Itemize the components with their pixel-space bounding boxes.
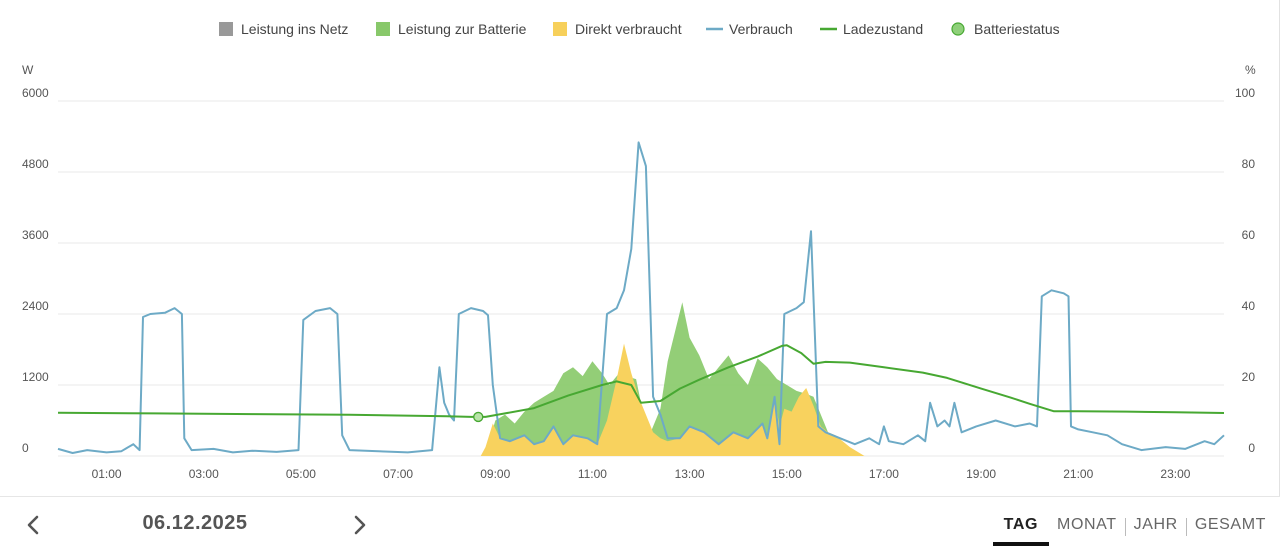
y-left-unit: W xyxy=(22,63,34,77)
x-tick: 17:00 xyxy=(869,467,899,481)
x-tick: 19:00 xyxy=(966,467,996,481)
tab-gesamt[interactable]: GESAMT xyxy=(1194,516,1266,533)
x-tick: 09:00 xyxy=(480,467,510,481)
series-area-direkt-verbraucht xyxy=(480,343,865,456)
legend-swatch-1 xyxy=(376,22,390,36)
y-left-tick: 1200 xyxy=(22,370,49,384)
y-left-tick: 2400 xyxy=(22,299,49,313)
y-right-tick: 20 xyxy=(1242,370,1256,384)
energy-chart: Leistung ins Netz Leistung zur Batterie Di… xyxy=(22,0,1280,496)
legend-label-0: Leistung ins Netz xyxy=(241,21,348,37)
tab-monat[interactable]: MONAT xyxy=(1057,516,1117,533)
y-left-tick: 4800 xyxy=(22,157,49,171)
x-tick: 15:00 xyxy=(772,467,802,481)
y-left-tick: 0 xyxy=(22,441,29,455)
x-tick: 11:00 xyxy=(578,467,607,481)
legend-label-5: Batteriestatus xyxy=(974,21,1060,37)
period-tabs: TAG MONAT JAHR GESAMT xyxy=(992,513,1274,546)
battery-status-point xyxy=(473,411,484,423)
chart-svg: Leistung ins Netz Leistung zur Batterie Di… xyxy=(22,21,1256,481)
tab-divider xyxy=(1185,517,1187,536)
y-right-tick: 0 xyxy=(1248,441,1255,455)
legend-swatch-2 xyxy=(553,22,567,36)
legend-swatch-0 xyxy=(219,22,233,36)
y-left-tick: 6000 xyxy=(22,86,49,100)
legend-label-2: Direkt verbraucht xyxy=(575,21,682,37)
x-tick: 13:00 xyxy=(675,467,705,481)
y-right-tick: 80 xyxy=(1242,157,1256,171)
x-tick: 05:00 xyxy=(286,467,316,481)
legend-label-3: Verbrauch xyxy=(729,21,793,37)
legend-circle-5 xyxy=(951,22,965,36)
tab-divider xyxy=(1124,517,1126,536)
chevron-right-icon[interactable] xyxy=(345,511,373,539)
series-line-verbrauch xyxy=(57,141,1225,454)
y-right-tick: 60 xyxy=(1242,228,1256,242)
y-right-unit: % xyxy=(1245,63,1256,77)
y-right-tick: 100 xyxy=(1235,86,1255,100)
x-tick: 03:00 xyxy=(189,467,219,481)
x-tick: 07:00 xyxy=(383,467,413,481)
date-navigation-bar: 06.12.2025 TAG MONAT JAHR GESAMT xyxy=(0,496,1280,555)
series-area-leistung-zur-batterie xyxy=(485,302,846,456)
legend-label-4: Ladezustand xyxy=(843,21,923,37)
legend-label-1: Leistung zur Batterie xyxy=(398,21,527,37)
y-left-tick: 3600 xyxy=(22,228,49,242)
x-tick: 01:00 xyxy=(92,467,122,481)
date-label[interactable]: 06.12.2025 xyxy=(142,512,248,534)
y-right-tick: 40 xyxy=(1242,299,1256,313)
tab-tag[interactable]: TAG xyxy=(992,513,1050,546)
x-tick: 23:00 xyxy=(1160,467,1190,481)
x-tick: 21:00 xyxy=(1063,467,1093,481)
chevron-left-icon[interactable] xyxy=(20,511,48,539)
tab-jahr[interactable]: JAHR xyxy=(1133,516,1178,533)
